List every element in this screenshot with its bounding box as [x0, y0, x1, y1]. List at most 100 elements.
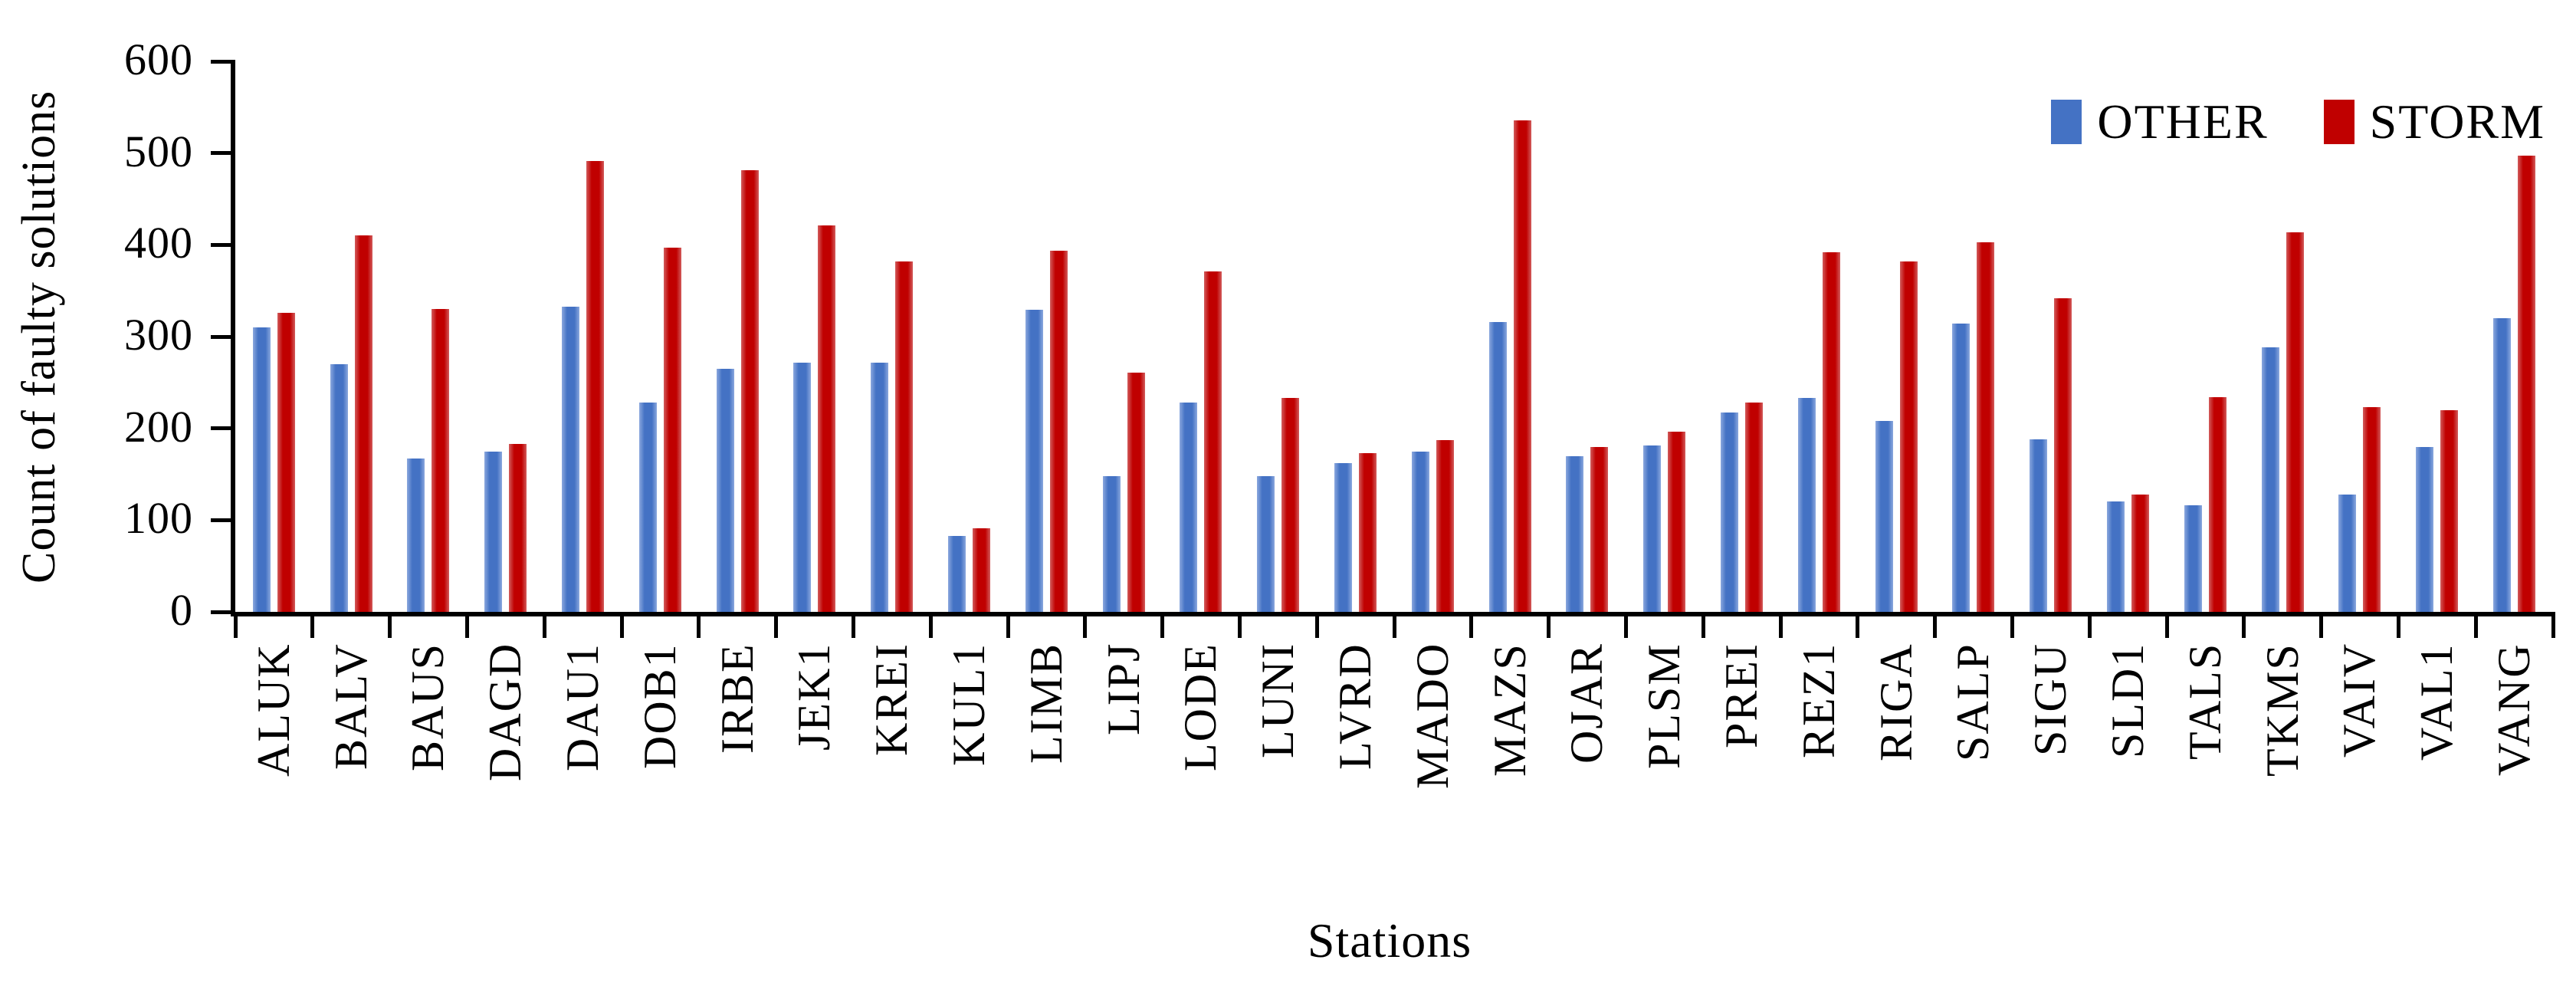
- bar-other-KREI: [871, 363, 889, 612]
- bar-group-PLSM: [1626, 432, 1703, 612]
- bar-group-BALV: [313, 235, 390, 612]
- x-category-label-JEK1: JEK1: [776, 643, 854, 896]
- x-category-label-DAGD: DAGD: [467, 643, 544, 896]
- bar-group-TALS: [2167, 397, 2244, 612]
- bar-storm-KREI: [895, 261, 914, 612]
- bar-storm-OJAR: [1590, 447, 1609, 612]
- x-category-label-LVRD: LVRD: [1317, 643, 1394, 896]
- x-category-label-text: KUL1: [943, 643, 995, 767]
- x-tick-mark-4: [542, 612, 546, 638]
- x-category-label-ALUK: ALUK: [235, 643, 313, 896]
- bar-group-VANG: [2476, 156, 2553, 612]
- y-tick-label-400: 400: [124, 218, 193, 268]
- bar-group-SIGU: [2012, 298, 2089, 612]
- bar-group-IRBE: [699, 170, 776, 612]
- x-tick-mark-2: [388, 612, 392, 638]
- x-tick-mark-1: [310, 612, 315, 638]
- x-category-label-LODE: LODE: [1163, 643, 1240, 896]
- bar-group-DAGD: [467, 444, 544, 612]
- bar-storm-DAGD: [509, 444, 527, 612]
- x-tick-mark-30: [2551, 612, 2555, 638]
- x-category-label-MAZS: MAZS: [1472, 643, 1549, 896]
- bar-group-VAIV: [2322, 407, 2399, 612]
- x-category-label-text: PREI: [1716, 643, 1767, 749]
- y-tick-mark-600: [211, 59, 235, 64]
- x-category-label-LIPJ: LIPJ: [1085, 643, 1163, 896]
- bar-group-KREI: [853, 261, 930, 612]
- y-tick-label-600: 600: [124, 34, 193, 84]
- bar-storm-TKMS: [2286, 232, 2304, 612]
- x-category-label-text: SALP: [1948, 643, 1999, 761]
- x-tick-mark-28: [2396, 612, 2400, 638]
- bar-group-JEK1: [776, 225, 854, 612]
- bar-group-DOB1: [622, 248, 699, 612]
- bar-other-DAGD: [484, 452, 503, 612]
- x-category-label-text: OJAR: [1561, 643, 1613, 764]
- bar-group-MAZS: [1472, 120, 1549, 612]
- x-category-label-text: VAL1: [2411, 643, 2463, 761]
- x-tick-mark-29: [2473, 612, 2478, 638]
- x-category-label-text: SIGU: [2025, 643, 2076, 757]
- x-category-label-OJAR: OJAR: [1549, 643, 1626, 896]
- y-tick-label-0: 0: [170, 584, 193, 635]
- x-tick-mark-7: [774, 612, 779, 638]
- bar-other-VANG: [2493, 318, 2512, 612]
- bar-storm-LUNI: [1281, 398, 1300, 612]
- bar-other-DAU1: [562, 307, 580, 612]
- bar-other-BALV: [330, 364, 348, 612]
- bar-storm-LIMB: [1049, 251, 1068, 612]
- bar-group-TKMS: [2244, 232, 2322, 612]
- bar-storm-KUL1: [973, 528, 991, 612]
- x-tick-mark-5: [619, 612, 624, 638]
- bar-other-JEK1: [793, 363, 812, 612]
- bar-storm-LIPJ: [1127, 373, 1145, 612]
- x-category-label-text: LVRD: [1330, 643, 1381, 770]
- bar-storm-BAUS: [432, 309, 450, 612]
- bar-other-LVRD: [1334, 463, 1353, 612]
- x-category-label-SLD1: SLD1: [2089, 643, 2167, 896]
- bar-other-VAIV: [2338, 495, 2357, 612]
- x-category-label-text: DOB1: [634, 643, 685, 769]
- bar-storm-MADO: [1436, 440, 1454, 612]
- bar-other-BAUS: [407, 459, 425, 612]
- x-category-label-text: DAGD: [480, 643, 531, 782]
- x-category-label-LUNI: LUNI: [1239, 643, 1317, 896]
- plot-area: 0 100 200 300 400 500 600 ALUK BALV BAUS DAGD DAU1 D…: [124, 35, 2555, 789]
- y-tick-mark-100: [211, 518, 235, 522]
- bar-group-BAUS: [390, 309, 468, 612]
- bar-storm-LODE: [1204, 271, 1222, 612]
- x-category-label-text: KREI: [866, 643, 917, 756]
- bar-storm-SALP: [1977, 242, 1995, 612]
- bar-other-VAL1: [2416, 447, 2434, 612]
- x-tick-mark-12: [1160, 612, 1165, 638]
- legend-item-other: OTHER: [2051, 94, 2268, 150]
- y-tick-mark-300: [211, 334, 235, 339]
- bar-group-REZ1: [1780, 252, 1858, 612]
- x-tick-mark-10: [1006, 612, 1010, 638]
- x-category-label-text: TKMS: [2256, 643, 2308, 777]
- x-category-label-LIMB: LIMB: [1008, 643, 1085, 896]
- x-category-label-text: LIPJ: [1098, 643, 1149, 736]
- y-tick-mark-200: [211, 426, 235, 431]
- bar-group-PREI: [1703, 403, 1780, 612]
- bar-group-RIGA: [1858, 261, 1935, 612]
- bar-group-OJAR: [1549, 447, 1626, 612]
- legend-label-storm: STORM: [2369, 94, 2545, 149]
- x-tick-mark-27: [2319, 612, 2324, 638]
- bar-group-SLD1: [2089, 495, 2167, 612]
- bar-group-SALP: [1935, 242, 2013, 612]
- x-tick-mark-20: [1778, 612, 1783, 638]
- x-tick-mark-8: [851, 612, 855, 638]
- bar-storm-PLSM: [1668, 432, 1686, 612]
- x-tick-mark-6: [697, 612, 701, 638]
- bar-storm-VAIV: [2363, 407, 2381, 612]
- x-category-label-VAIV: VAIV: [2322, 643, 2399, 896]
- x-tick-mark-24: [2087, 612, 2092, 638]
- x-category-label-text: LIMB: [1020, 643, 1071, 764]
- bar-group-KUL1: [930, 528, 1008, 612]
- bar-other-SLD1: [2107, 501, 2125, 612]
- bar-other-LUNI: [1257, 476, 1275, 612]
- bar-storm-SIGU: [2054, 298, 2072, 612]
- x-tick-mark-3: [464, 612, 469, 638]
